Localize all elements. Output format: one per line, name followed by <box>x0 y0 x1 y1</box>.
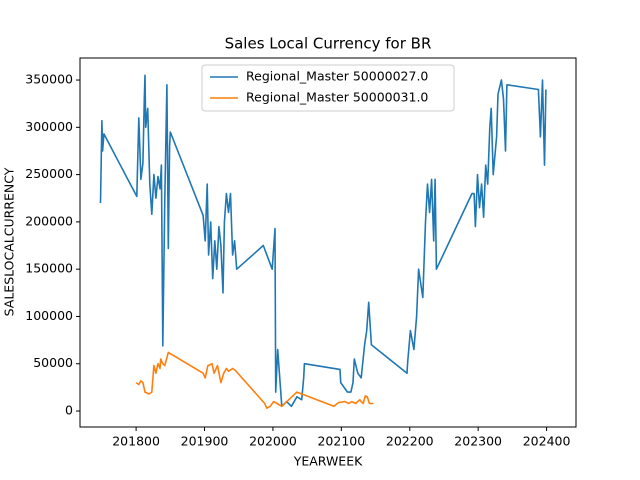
legend-label: Regional_Master 50000031.0 <box>246 90 428 105</box>
legend-box <box>201 64 455 112</box>
y-tick-label: 250000 <box>25 166 73 181</box>
line-series <box>135 351 374 409</box>
chart-title: Sales Local Currency for BR <box>225 35 432 53</box>
x-axis-label: YEARWEEK <box>293 454 363 469</box>
x-tick-label: 202400 <box>523 434 571 449</box>
y-tick-label: 50000 <box>33 355 73 370</box>
legend-label: Regional_Master 50000027.0 <box>246 69 428 84</box>
y-tick-label: 0 <box>65 403 73 418</box>
x-tick-label: 201900 <box>181 434 229 449</box>
y-tick-label: 150000 <box>25 261 73 276</box>
y-tick-label: 350000 <box>25 72 73 87</box>
x-tick-label: 202000 <box>249 434 297 449</box>
plot-frame <box>79 57 577 428</box>
y-tick-label: 200000 <box>25 213 73 228</box>
y-tick-label: 100000 <box>25 308 73 323</box>
y-axis-label: SALESLOCALCURRENCY <box>2 167 17 316</box>
x-tick-label: 202300 <box>454 434 502 449</box>
x-tick-label: 202100 <box>317 434 365 449</box>
y-tick-label: 300000 <box>25 119 73 134</box>
x-tick-label: 202200 <box>386 434 434 449</box>
line-series <box>99 74 547 408</box>
x-tick-label: 201800 <box>112 434 160 449</box>
